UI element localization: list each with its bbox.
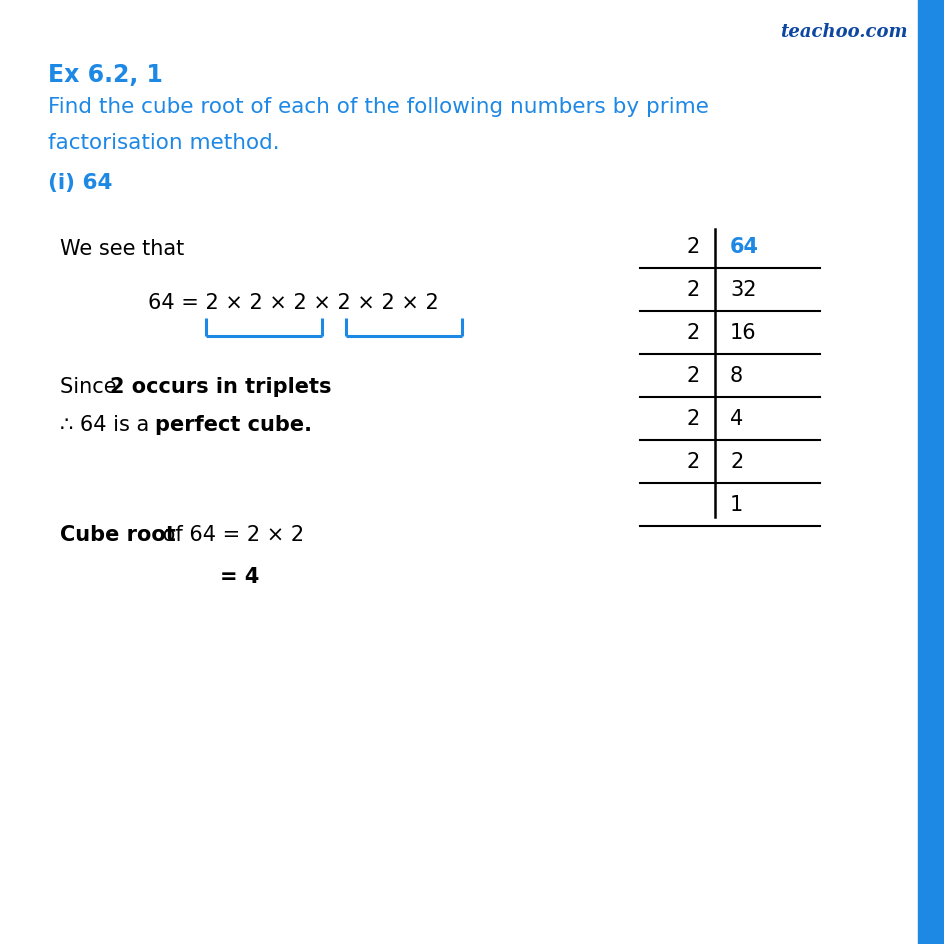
Text: ∴ 64 is a: ∴ 64 is a — [59, 414, 156, 434]
Text: 32: 32 — [729, 279, 756, 299]
Bar — [917, 0, 944, 944]
Text: 2: 2 — [686, 323, 700, 343]
Text: 2: 2 — [686, 409, 700, 429]
Text: 4: 4 — [729, 409, 743, 429]
Text: 8: 8 — [729, 365, 742, 385]
Text: 2: 2 — [686, 237, 700, 257]
Text: 2: 2 — [729, 451, 743, 471]
Text: 2: 2 — [686, 451, 700, 471]
Text: teachoo.com: teachoo.com — [780, 23, 907, 41]
Text: of 64 = 2 × 2: of 64 = 2 × 2 — [156, 525, 304, 545]
Text: 2 occurs in triplets: 2 occurs in triplets — [110, 377, 331, 396]
Text: 64: 64 — [729, 237, 758, 257]
Text: Find the cube root of each of the following numbers by prime: Find the cube root of each of the follow… — [48, 97, 708, 117]
Text: Since: Since — [59, 377, 123, 396]
Text: We see that: We see that — [59, 239, 184, 259]
Text: Cube root: Cube root — [59, 525, 176, 545]
Text: 2: 2 — [686, 279, 700, 299]
Text: = 4: = 4 — [220, 566, 259, 586]
Text: Ex 6.2, 1: Ex 6.2, 1 — [48, 63, 162, 87]
Text: perfect cube.: perfect cube. — [155, 414, 312, 434]
Text: 1: 1 — [729, 495, 743, 514]
Text: factorisation method.: factorisation method. — [48, 133, 279, 153]
Text: (i) 64: (i) 64 — [48, 173, 112, 193]
Text: 2: 2 — [686, 365, 700, 385]
Text: 64 = 2 × 2 × 2 × 2 × 2 × 2: 64 = 2 × 2 × 2 × 2 × 2 × 2 — [148, 293, 438, 312]
Text: 16: 16 — [729, 323, 756, 343]
